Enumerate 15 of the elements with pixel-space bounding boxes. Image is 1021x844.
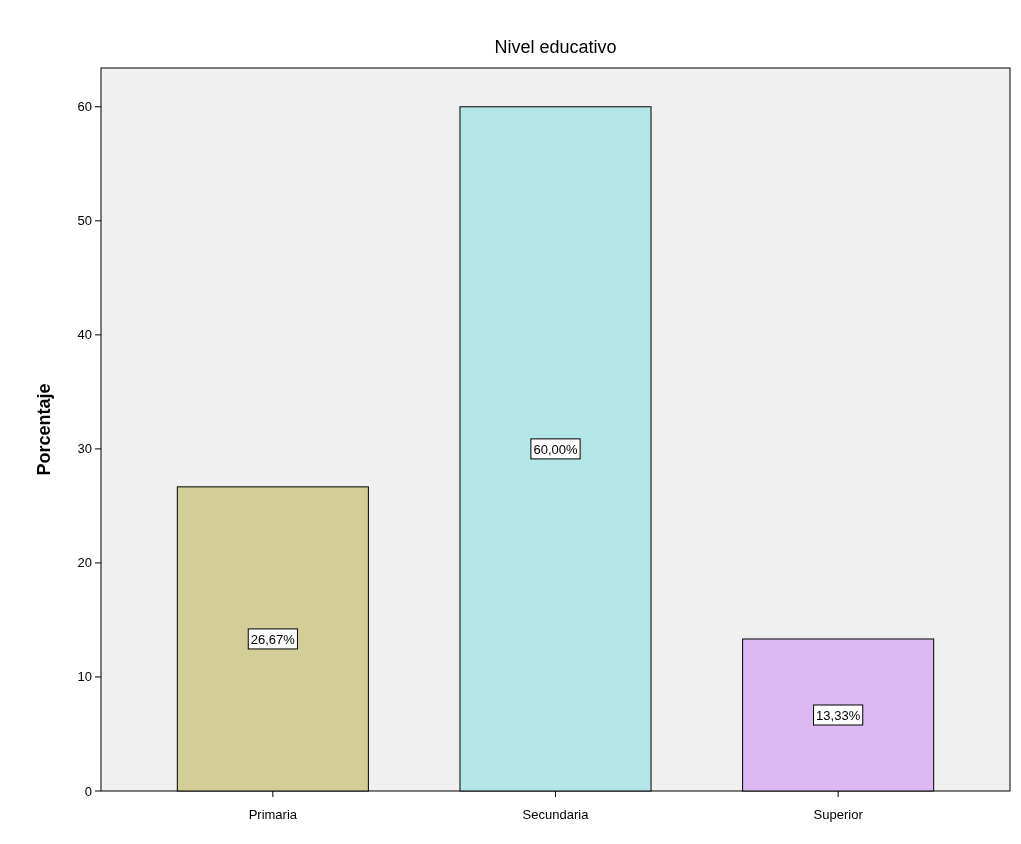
y-tick-label: 50 [77,213,92,229]
data-label: 26,67% [250,631,296,647]
y-tick-label: 20 [77,555,92,571]
x-tick-label: Primaria [248,807,298,822]
y-tick-label: 30 [77,441,92,457]
y-axis-title: Porcentaje [34,383,54,476]
y-tick-label: 40 [77,327,92,343]
data-label: 60,00% [533,441,578,457]
x-tick-label: Superior [813,807,864,822]
y-tick-label: 60 [77,99,92,115]
chart-title: Nivel educativo [494,37,617,57]
y-tick-label: 10 [77,669,92,685]
x-tick-label: Secundaria [522,807,590,822]
y-tick-label: 0 [84,783,92,799]
data-label: 13,33% [816,707,861,723]
